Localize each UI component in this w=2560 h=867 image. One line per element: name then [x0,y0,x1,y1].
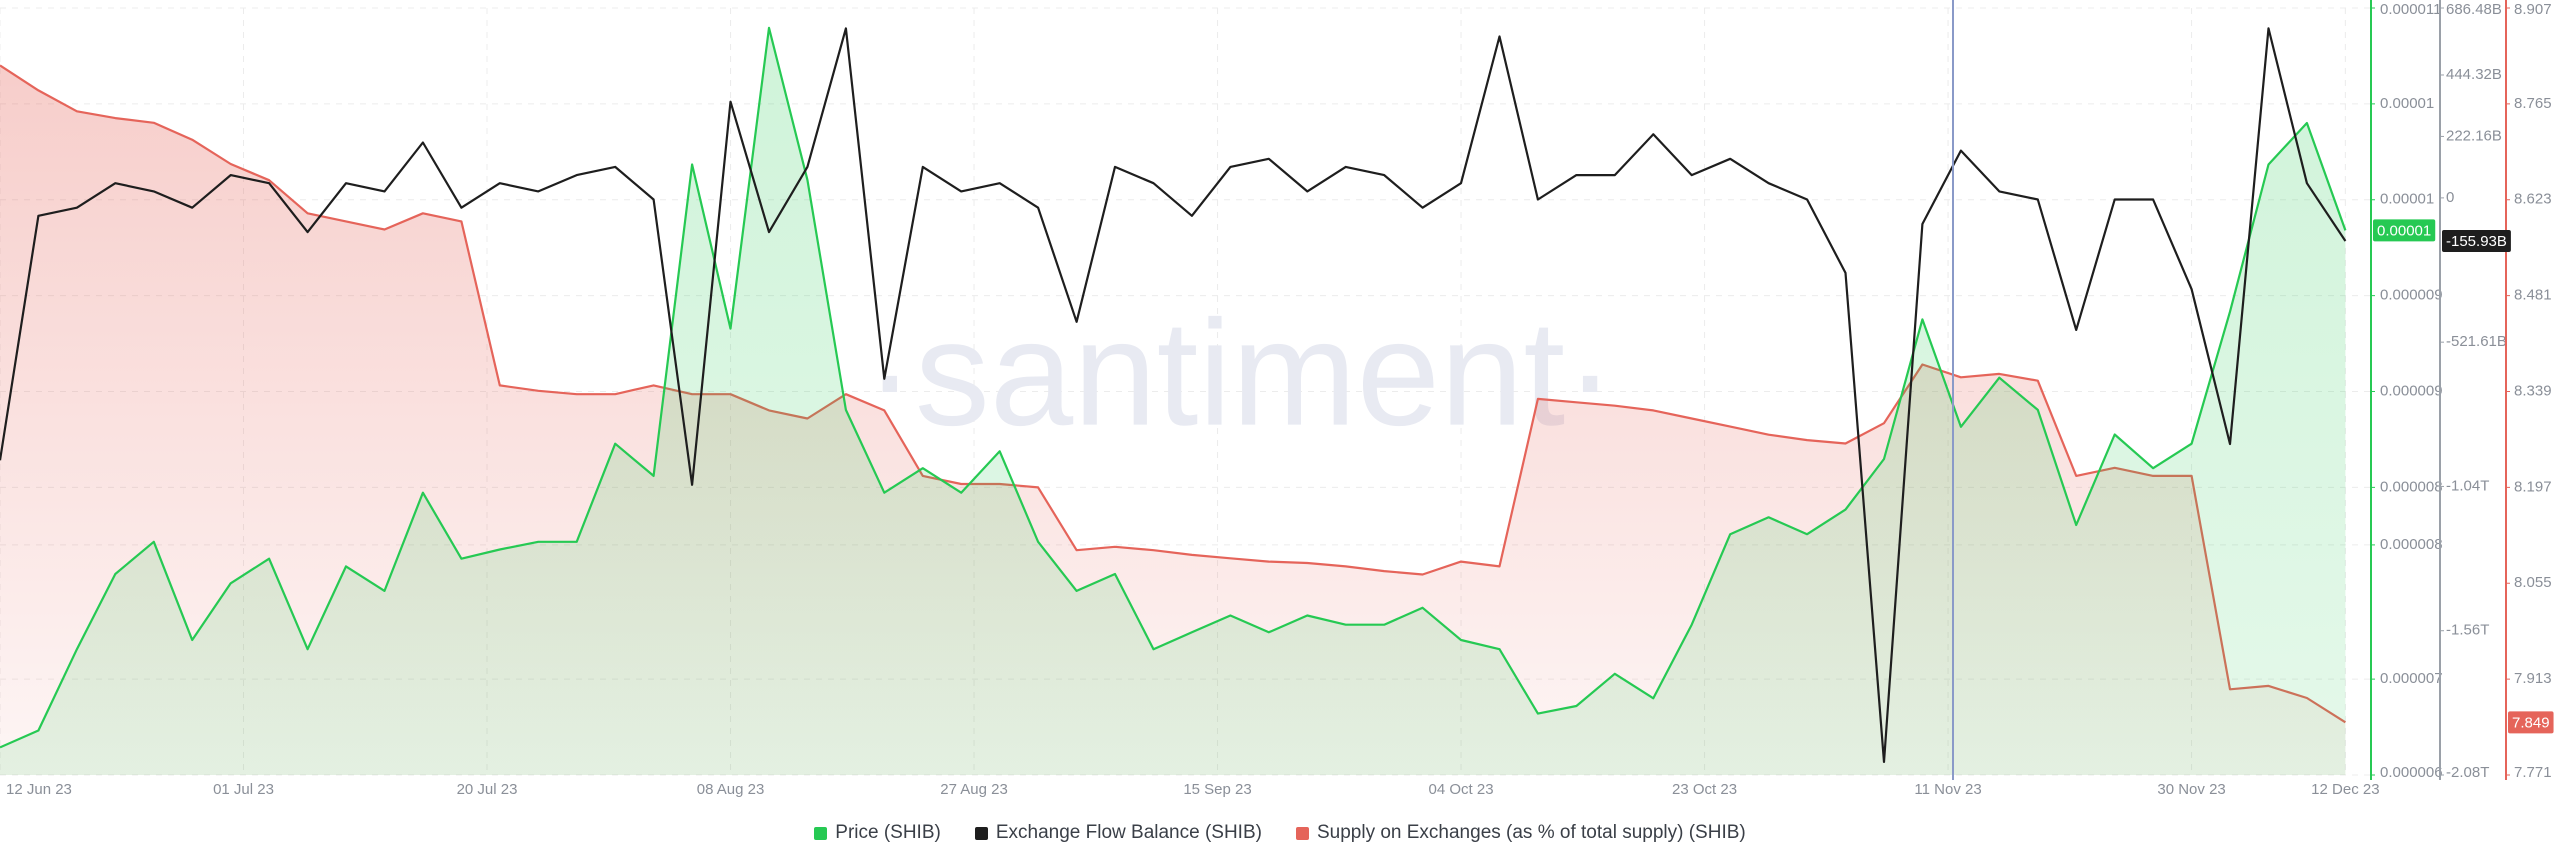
y-tick-label: 8.623 [2514,191,2552,208]
x-tick-label: 27 Aug 23 [940,781,1008,798]
line [0,64,2346,724]
y-tick-label: -2.08T [2446,764,2489,781]
y-tick-label: -1.56T [2446,622,2489,639]
legend-label: Price (SHIB) [835,822,941,843]
value-badge [2442,230,2511,253]
value-label: 0.00001 [2377,222,2431,239]
legend-label: Supply on Exchanges (as % of total suppl… [1316,822,1746,843]
y-tick-label: 8.907 [2514,1,2552,18]
line [0,27,2347,763]
y-tick-label: 8.481 [2514,287,2552,304]
y-tick-label: 0.000011 [2380,1,2441,18]
y-tick-label: 0.000008 [2380,536,2443,553]
plot [0,26,2347,775]
x-tick-label: 20 Jul 23 [457,781,518,798]
y-tick-label: 0.000007 [2380,670,2443,687]
y-tick-label: 8.055 [2514,574,2552,591]
y-tick-label: 0.000008 [2380,478,2443,495]
legend-item[interactable]: Price (SHIB) [814,822,941,844]
value-label: 7.849 [2512,714,2550,731]
legend-item[interactable]: Exchange Flow Balance (SHIB) [974,822,1262,844]
y-tick-label: 0.00001 [2380,191,2434,208]
y-tick-label: 0 [2446,189,2454,206]
line [0,26,2347,749]
y-tick-label: 222.16B [2446,127,2502,144]
x-tick-label: 08 Aug 23 [697,781,765,798]
watermark: ·santiment· [865,289,1615,457]
legend-swatch [1295,826,1309,840]
x-tick-label: 23 Oct 23 [1672,781,1737,798]
x-tick-label: 11 Nov 23 [1914,781,1981,798]
x-tick-label: 15 Sep 23 [1183,781,1251,798]
x-tick-label: 04 Oct 23 [1429,781,1494,798]
y-tick-label: 0.000009 [2380,287,2443,304]
legend-label: Exchange Flow Balance (SHIB) [995,822,1262,843]
x-tick-label: 30 Nov 23 [2157,781,2225,798]
y-tick-label: 8.339 [2514,382,2552,399]
axes: 12 Jun 23 01 Jul 23 20 Jul 23 08 Aug 23 27 A… [6,0,2554,798]
y-tick-label: 0.00001 [2380,95,2434,112]
y-tick-label: 686.48B [2446,1,2502,18]
value-label: -155.93B [2446,233,2507,250]
y-tick-label: -521.61B [2446,333,2507,350]
value-badge [2508,711,2554,734]
y-tick-label: 7.771 [2514,764,2552,781]
area [0,27,2346,775]
legend-swatch [974,826,988,840]
y-tick-label: 0.000006 [2380,764,2443,781]
x-tick-label: 12 Jun 23 [6,781,72,798]
y-tick-label: 8.765 [2514,95,2552,112]
y-tick-label: 444.32B [2446,66,2502,83]
y-tick-label: 0.000009 [2380,382,2443,399]
value-badge [2373,219,2436,242]
y-tick-label: 8.197 [2514,478,2552,495]
legend: Price (SHIB) Exchange Flow Balance (SHIB)… [0,822,2560,844]
x-tick-label: 01 Jul 23 [213,781,274,798]
legend-item[interactable]: Supply on Exchanges (as % of total suppl… [1295,822,1746,844]
y-tick-label: 7.913 [2514,670,2552,687]
legend-swatch [814,826,828,840]
x-tick-label: 12 Dec 23 [2311,781,2379,798]
y-tick-label: -1.04T [2446,477,2489,494]
